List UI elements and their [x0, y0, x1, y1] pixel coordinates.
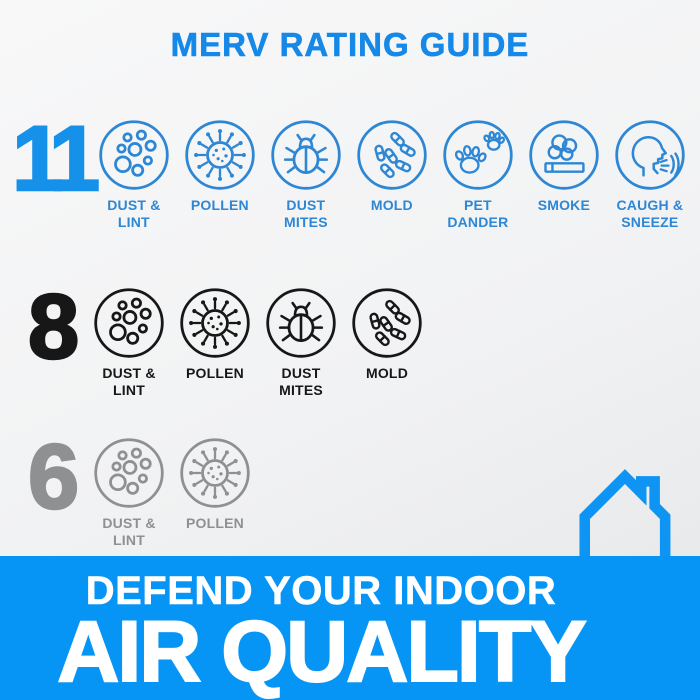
- particle-dust-lint: DUST & LINT: [86, 436, 172, 549]
- pollen-icon: [178, 286, 252, 360]
- dust-mites-icon: [269, 118, 343, 192]
- particle-dust-mites: DUST MITES: [258, 286, 344, 399]
- particle-pollen: POLLEN: [172, 436, 258, 549]
- merv-6-particles: DUST & LINT POLLEN: [86, 436, 258, 549]
- particle-mold: MOLD: [344, 286, 430, 399]
- merv-rating-number-8: 8: [27, 276, 81, 378]
- banner-line2: AIR QUALITY: [56, 604, 587, 700]
- particle-mold: MOLD: [349, 118, 435, 231]
- particle-dust-mites: DUST MITES: [263, 118, 349, 231]
- dust-lint-icon: [92, 286, 166, 360]
- particle-label: DUST & LINT: [107, 197, 161, 231]
- caugh-sneeze-icon: [613, 118, 687, 192]
- particle-pollen: POLLEN: [177, 118, 263, 231]
- mold-icon: [355, 118, 429, 192]
- merv-row-8: 8 DUST & LINT POLLEN DUST MITES MOLD: [12, 276, 430, 399]
- particle-label: SMOKE: [537, 197, 591, 213]
- merv-rating-number-6: 6: [27, 426, 81, 528]
- particle-pet-dander: PET DANDER: [435, 118, 521, 231]
- merv-row-11: 11 DUST & LINT POLLEN DUST MITES MOLD PE…: [11, 108, 693, 231]
- merv-11-particles: DUST & LINT POLLEN DUST MITES MOLD PET D…: [91, 118, 693, 231]
- particle-label: MOLD: [370, 197, 413, 213]
- dust-lint-icon: [92, 436, 166, 510]
- pollen-icon: [178, 436, 252, 510]
- particle-smoke: SMOKE: [521, 118, 607, 231]
- particle-label: DUST MITES: [283, 197, 328, 231]
- particle-label: PET DANDER: [447, 197, 509, 231]
- particle-dust-lint: DUST & LINT: [91, 118, 177, 231]
- banner-line1: DEFEND YOUR INDOOR: [85, 569, 557, 614]
- mold-icon: [350, 286, 424, 360]
- merv-rating-number-11: 11: [11, 108, 102, 210]
- house-icon: [573, 467, 675, 557]
- particle-label: DUST & LINT: [102, 515, 156, 549]
- banner: DEFEND YOUR INDOOR AIR QUALITY: [0, 556, 700, 700]
- particle-label: POLLEN: [190, 197, 249, 213]
- particle-label: POLLEN: [186, 365, 244, 381]
- smoke-icon: [527, 118, 601, 192]
- dust-lint-icon: [97, 118, 171, 192]
- pet-dander-icon: [441, 118, 515, 192]
- particle-label: MOLD: [365, 365, 408, 381]
- page-title: MERV RATING GUIDE: [170, 26, 530, 64]
- particle-caugh-sneeze: CAUGH & SNEEZE: [607, 118, 693, 231]
- merv-row-6: 6 DUST & LINT POLLEN: [12, 426, 258, 549]
- particle-label: CAUGH & SNEEZE: [616, 197, 684, 231]
- particle-label: DUST MITES: [279, 365, 323, 399]
- particle-pollen: POLLEN: [172, 286, 258, 399]
- particle-dust-lint: DUST & LINT: [86, 286, 172, 399]
- dust-mites-icon: [264, 286, 338, 360]
- merv-8-particles: DUST & LINT POLLEN DUST MITES MOLD: [86, 286, 430, 399]
- pollen-icon: [183, 118, 257, 192]
- particle-label: POLLEN: [186, 515, 244, 531]
- particle-label: DUST & LINT: [102, 365, 156, 399]
